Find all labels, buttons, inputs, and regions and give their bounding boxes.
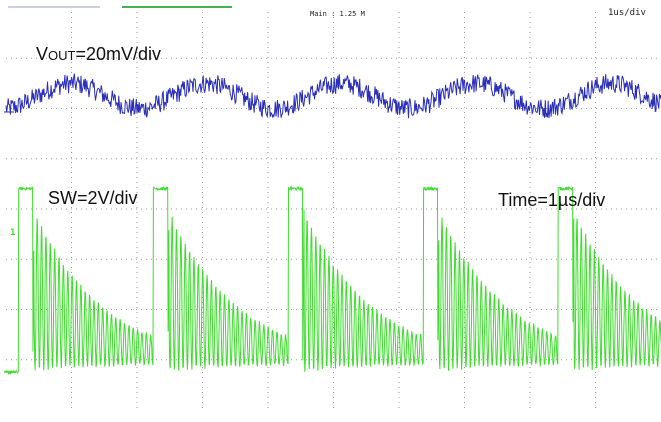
main-sample-label: Main : 1.25 M	[310, 10, 365, 18]
sw-trace	[5, 185, 661, 376]
vout-subscript: OUT	[48, 48, 76, 63]
vout-suffix: =20mV/div	[75, 44, 162, 64]
time-scale-label: Time=1µs/div	[498, 190, 606, 210]
channel-1-marker: 1	[10, 228, 16, 238]
timebase-label: 1us/div	[608, 8, 646, 18]
vout-scale-label: VOUT=20mV/div	[36, 44, 161, 65]
vout-trace	[5, 73, 661, 119]
sw-scale-label: SW=2V/div	[48, 188, 138, 208]
vout-prefix: V	[36, 44, 49, 64]
